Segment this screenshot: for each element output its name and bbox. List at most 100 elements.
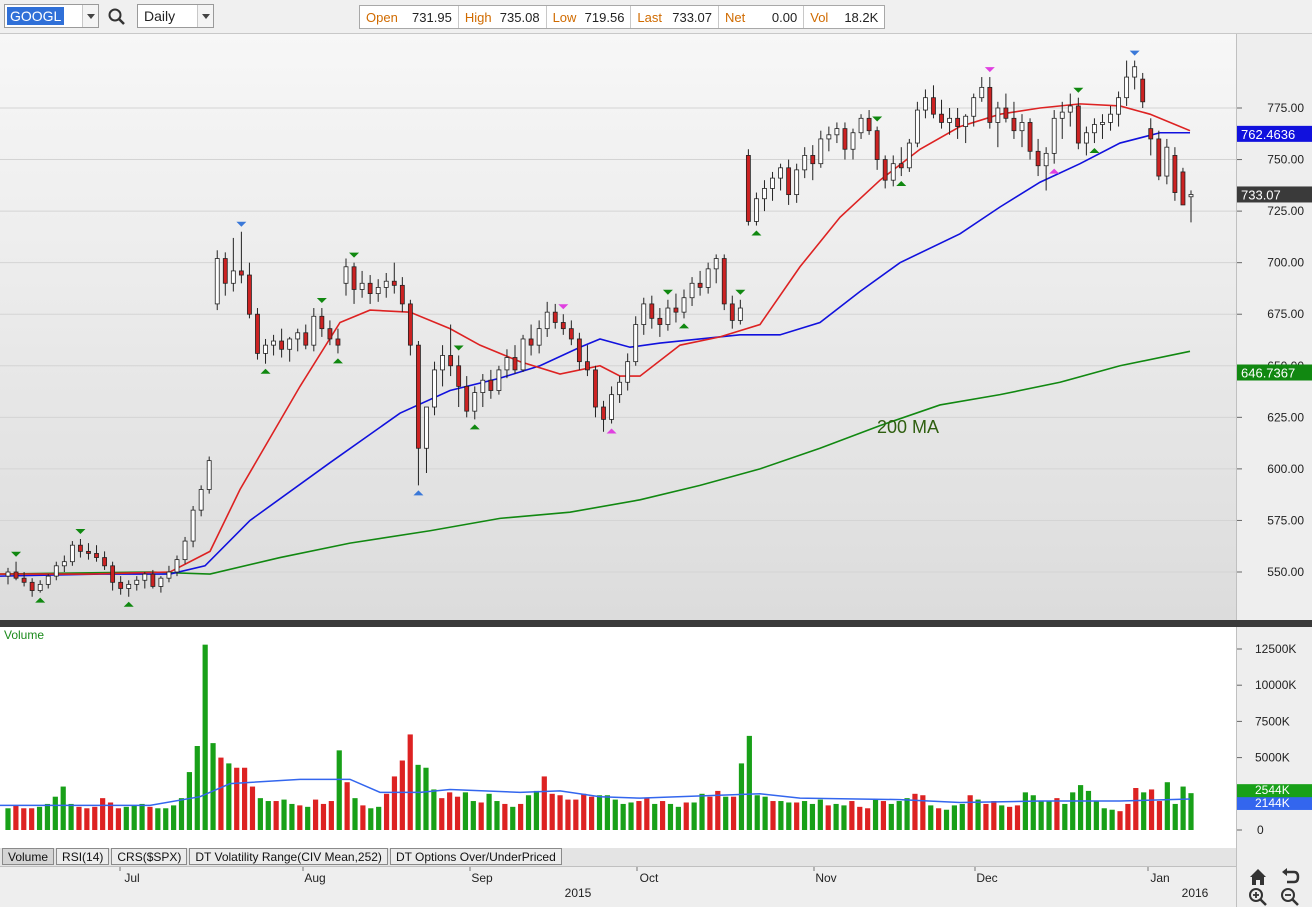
candle[interactable] bbox=[214, 250, 220, 311]
volume-bar[interactable] bbox=[1007, 806, 1013, 830]
candle[interactable] bbox=[407, 299, 413, 356]
candle[interactable] bbox=[1067, 93, 1073, 127]
volume-bar[interactable] bbox=[478, 802, 484, 830]
candle[interactable] bbox=[335, 328, 341, 354]
candle[interactable] bbox=[255, 308, 260, 360]
candle[interactable] bbox=[359, 270, 365, 298]
candle[interactable] bbox=[834, 122, 840, 144]
candle[interactable] bbox=[866, 110, 872, 135]
study-tab[interactable]: Volume bbox=[2, 848, 55, 865]
volume-bar[interactable] bbox=[52, 796, 58, 830]
candle[interactable] bbox=[786, 159, 792, 205]
volume-bar[interactable] bbox=[888, 803, 894, 830]
candle[interactable] bbox=[1075, 97, 1081, 150]
zoom-out-icon[interactable] bbox=[1279, 886, 1301, 907]
interval-dropdown-icon[interactable] bbox=[197, 5, 213, 27]
candle[interactable] bbox=[617, 376, 623, 403]
candle[interactable] bbox=[1051, 110, 1057, 164]
candle[interactable] bbox=[21, 572, 27, 587]
volume-bar[interactable] bbox=[502, 803, 508, 830]
volume-bar[interactable] bbox=[589, 796, 595, 830]
candle[interactable] bbox=[150, 569, 156, 589]
candle[interactable] bbox=[649, 295, 655, 329]
study-tab[interactable]: RSI(14) bbox=[56, 848, 110, 865]
volume-bar[interactable] bbox=[454, 796, 461, 830]
volume-bar[interactable] bbox=[841, 805, 847, 830]
volume-bar[interactable] bbox=[667, 803, 674, 830]
volume-bar[interactable] bbox=[92, 806, 98, 830]
volume-bar[interactable] bbox=[242, 767, 248, 830]
candle[interactable] bbox=[190, 506, 196, 548]
volume-bar[interactable] bbox=[730, 796, 737, 830]
candle[interactable] bbox=[737, 299, 743, 325]
candle[interactable] bbox=[383, 272, 389, 298]
volume-bar[interactable] bbox=[257, 798, 263, 830]
candle[interactable] bbox=[745, 149, 751, 226]
candle[interactable] bbox=[142, 572, 148, 589]
volume-bar[interactable] bbox=[943, 809, 950, 830]
volume-bar[interactable] bbox=[1030, 795, 1036, 830]
volume-bar[interactable] bbox=[596, 795, 603, 830]
candle[interactable] bbox=[906, 138, 912, 172]
candle[interactable] bbox=[29, 578, 35, 597]
candle[interactable] bbox=[601, 400, 606, 432]
candle[interactable] bbox=[118, 576, 124, 595]
symbol-selector[interactable]: GOOGL bbox=[4, 4, 99, 28]
volume-bar[interactable] bbox=[1038, 801, 1044, 830]
candle[interactable] bbox=[472, 386, 478, 420]
volume-bar[interactable] bbox=[1014, 805, 1021, 830]
candle[interactable] bbox=[311, 308, 317, 352]
interval-selector[interactable]: Daily bbox=[137, 4, 214, 28]
candle[interactable] bbox=[53, 561, 59, 581]
volume-bar[interactable] bbox=[904, 798, 910, 830]
candle[interactable] bbox=[963, 114, 969, 144]
volume-bar[interactable] bbox=[226, 763, 232, 830]
volume-bar[interactable] bbox=[557, 795, 563, 830]
volume-bar[interactable] bbox=[738, 763, 745, 830]
volume-bar[interactable] bbox=[194, 746, 200, 830]
volume-bar[interactable] bbox=[100, 798, 106, 830]
candle[interactable] bbox=[504, 349, 510, 379]
volume-bar[interactable] bbox=[1188, 793, 1194, 830]
volume-bar[interactable] bbox=[123, 806, 129, 830]
volume-bar[interactable] bbox=[620, 803, 626, 830]
candle[interactable] bbox=[882, 155, 888, 189]
candle[interactable] bbox=[448, 324, 454, 377]
volume-bar[interactable] bbox=[778, 801, 784, 830]
volume-bar[interactable] bbox=[636, 801, 642, 830]
candle[interactable] bbox=[5, 567, 11, 585]
candle[interactable] bbox=[480, 374, 486, 408]
candle[interactable] bbox=[1156, 130, 1162, 181]
candle[interactable] bbox=[279, 328, 285, 358]
volume-bar[interactable] bbox=[249, 786, 256, 830]
candle[interactable] bbox=[182, 536, 188, 564]
candle[interactable] bbox=[890, 155, 896, 187]
candle[interactable] bbox=[560, 314, 566, 335]
candle[interactable] bbox=[1092, 118, 1097, 144]
candle[interactable] bbox=[665, 299, 671, 331]
candle[interactable] bbox=[247, 262, 252, 319]
volume-bar[interactable] bbox=[1164, 782, 1170, 830]
volume-bar[interactable] bbox=[659, 801, 666, 830]
candle[interactable] bbox=[110, 561, 116, 591]
candle[interactable] bbox=[858, 114, 864, 139]
candle[interactable] bbox=[923, 89, 928, 119]
candle[interactable] bbox=[576, 332, 582, 370]
candle[interactable] bbox=[593, 365, 598, 418]
volume-bar[interactable] bbox=[76, 806, 82, 830]
candle[interactable] bbox=[794, 163, 800, 203]
candle[interactable] bbox=[37, 580, 43, 593]
candle[interactable] bbox=[327, 320, 333, 346]
candle[interactable] bbox=[13, 561, 19, 581]
volume-bar[interactable] bbox=[865, 808, 871, 830]
candle[interactable] bbox=[319, 308, 325, 337]
volume-bar[interactable] bbox=[794, 802, 800, 830]
candle[interactable] bbox=[898, 147, 904, 177]
candle[interactable] bbox=[633, 316, 639, 366]
volume-bar[interactable] bbox=[951, 805, 957, 830]
volume-bar[interactable] bbox=[541, 776, 547, 830]
volume-bar[interactable] bbox=[486, 793, 492, 830]
volume-bar[interactable] bbox=[896, 801, 902, 830]
candle[interactable] bbox=[979, 77, 985, 102]
candle[interactable] bbox=[689, 277, 695, 306]
